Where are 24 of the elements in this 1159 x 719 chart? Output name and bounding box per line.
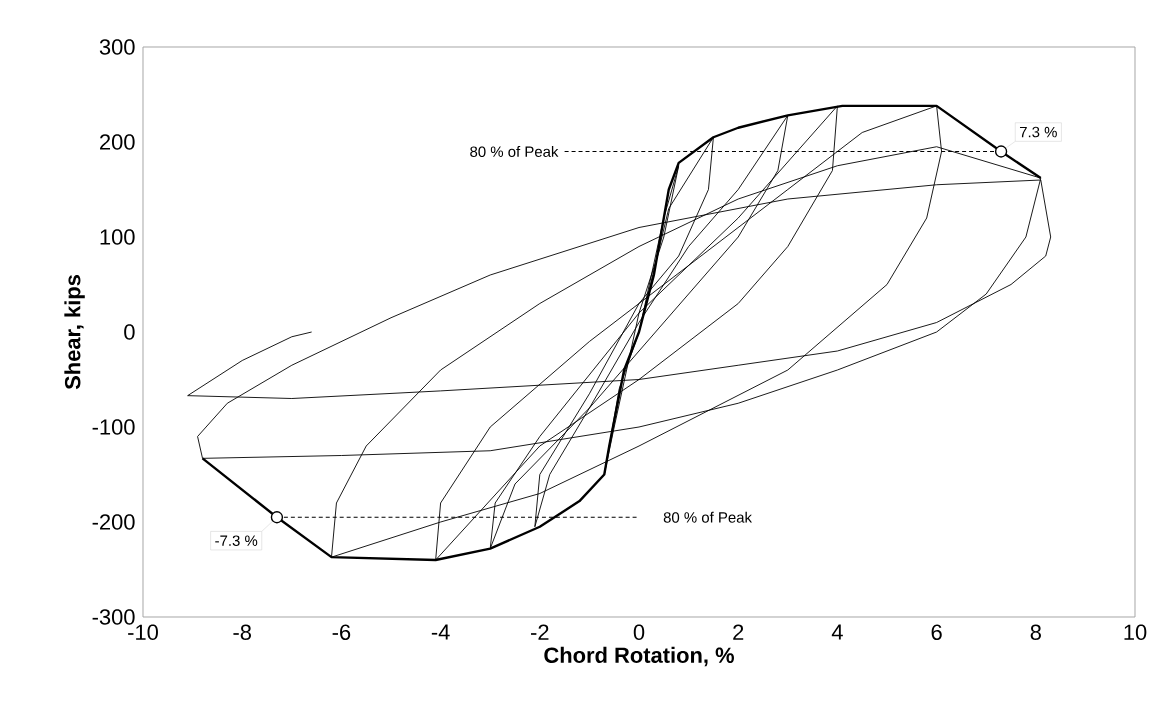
x-axis-title: Chord Rotation, % bbox=[544, 646, 734, 667]
y-tick-label: 100 bbox=[100, 229, 135, 245]
y-tick-label: -200 bbox=[92, 514, 135, 530]
x-tick-label: -8 bbox=[233, 624, 251, 641]
y-tick-label: 0 bbox=[124, 324, 135, 340]
x-tick-label: 4 bbox=[831, 624, 843, 640]
x-tick-label: -10 bbox=[128, 624, 158, 641]
annotation: 80 % of Peak bbox=[663, 511, 752, 523]
x-tick-label: 2 bbox=[733, 624, 744, 640]
x-tick-label: -2 bbox=[531, 624, 549, 640]
y-tick-label: -300 bbox=[92, 609, 135, 625]
x-tick-label: -6 bbox=[332, 624, 351, 641]
x-tick-label: 6 bbox=[931, 624, 942, 641]
x-tick-label: -4 bbox=[431, 624, 450, 640]
annotation: -7.3 % bbox=[215, 535, 258, 546]
x-tick-label: 10 bbox=[1124, 624, 1147, 641]
annotation: 7.3 % bbox=[1019, 126, 1057, 138]
y-tick-label: -100 bbox=[92, 419, 135, 435]
annotation: 80 % of Peak bbox=[470, 146, 559, 157]
y-tick-label: 200 bbox=[100, 134, 135, 150]
y-tick-label: 300 bbox=[99, 39, 135, 55]
x-tick-label: 0 bbox=[633, 624, 645, 641]
x-tick-label: 8 bbox=[1030, 624, 1041, 641]
y-axis-title: Shear, kips bbox=[64, 275, 85, 390]
